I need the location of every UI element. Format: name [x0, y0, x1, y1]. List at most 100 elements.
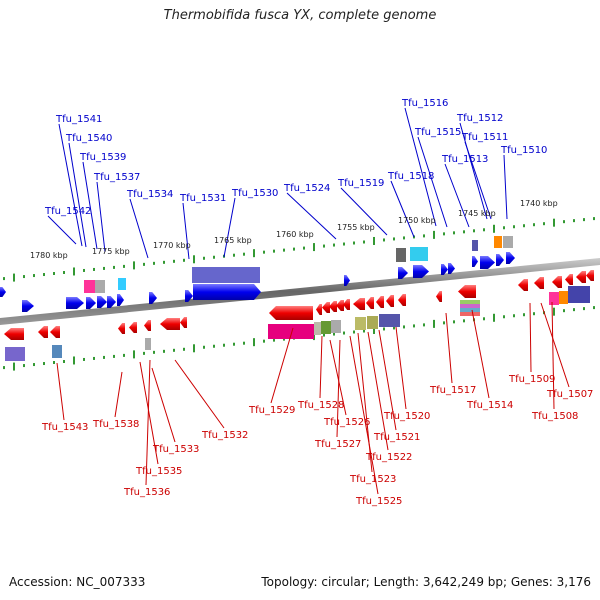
reverse-gene — [586, 270, 594, 281]
position-label: 1780 kbp — [30, 251, 68, 260]
position-label: 1745 kbp — [458, 209, 496, 218]
forward-gene-label[interactable]: Tfu_1539 — [79, 152, 126, 163]
forward-gene — [506, 252, 515, 264]
forward-gene — [107, 296, 116, 308]
position-label: 1760 kbp — [276, 230, 314, 239]
reverse-gene-label[interactable]: Tfu_1533 — [152, 444, 199, 455]
forward-gene-label[interactable]: Tfu_1537 — [93, 172, 140, 183]
reverse-gene-leader — [471, 309, 490, 399]
reverse-gene-label[interactable]: Tfu_1526 — [323, 417, 370, 428]
forward-gene-leader — [464, 141, 492, 220]
reverse-gene — [329, 301, 337, 312]
forward-gene-leader — [417, 136, 448, 228]
forward-gene — [185, 290, 193, 302]
reverse-gene-label[interactable]: Tfu_1532 — [201, 430, 248, 441]
reverse-gene-block — [549, 292, 559, 305]
reverse-gene-label[interactable]: Tfu_1514 — [466, 400, 513, 411]
forward-gene — [398, 267, 408, 279]
reverse-gene-leader — [319, 335, 323, 399]
forward-gene-label[interactable]: Tfu_1513 — [441, 154, 488, 165]
reverse-gene-block — [268, 324, 314, 339]
forward-gene-block — [95, 280, 105, 293]
forward-gene-label[interactable]: Tfu_1519 — [337, 178, 384, 189]
forward-gene-label[interactable]: Tfu_1524 — [283, 183, 330, 194]
reverse-gene — [534, 277, 544, 289]
forward-gene — [149, 292, 157, 304]
reverse-gene-label[interactable]: Tfu_1543 — [41, 422, 88, 433]
forward-gene — [480, 256, 495, 269]
reverse-gene-block — [321, 321, 331, 334]
reverse-gene-label[interactable]: Tfu_1528 — [297, 400, 344, 411]
reverse-gene — [518, 279, 528, 291]
reverse-gene-leader — [151, 367, 176, 443]
forward-gene-block — [494, 236, 502, 248]
reverse-gene-block — [559, 291, 568, 304]
reverse-gene — [386, 295, 394, 307]
forward-gene — [66, 297, 84, 309]
reverse-gene-leader — [357, 332, 373, 473]
forward-gene-block — [472, 240, 478, 251]
reverse-gene-leader — [56, 362, 65, 421]
position-label: 1775 kbp — [92, 247, 130, 256]
reverse-gene-leader — [367, 331, 389, 451]
forward-gene-label[interactable]: Tfu_1534 — [126, 189, 173, 200]
reverse-gene-label[interactable]: Tfu_1521 — [373, 432, 420, 443]
forward-gene — [117, 294, 124, 306]
forward-gene-block — [84, 280, 95, 293]
reverse-gene — [269, 306, 313, 320]
forward-gene — [441, 264, 448, 275]
reverse-gene-label[interactable]: Tfu_1520 — [383, 411, 430, 422]
forward-gene-leader — [182, 202, 190, 260]
forward-gene-block — [503, 236, 513, 248]
reverse-gene-label[interactable]: Tfu_1509 — [508, 374, 555, 385]
reverse-gene — [160, 318, 180, 330]
reverse-gene-leader — [349, 335, 379, 495]
position-label: 1740 kbp — [520, 199, 558, 208]
reverse-gene-label[interactable]: Tfu_1508 — [531, 411, 578, 422]
forward-gene-leader — [340, 187, 388, 236]
reverse-gene-label[interactable]: Tfu_1527 — [314, 439, 361, 450]
reverse-gene-block — [5, 347, 25, 361]
reverse-gene-block — [379, 314, 400, 327]
reverse-gene — [343, 299, 350, 310]
reverse-gene-label[interactable]: Tfu_1536 — [123, 487, 170, 498]
forward-gene-label[interactable]: Tfu_1530 — [231, 188, 278, 199]
forward-gene-leader — [47, 215, 77, 245]
topology-label: Topology: circular; Length: 3,642,249 bp… — [261, 575, 591, 589]
forward-gene — [86, 297, 96, 309]
position-label: 1770 kbp — [153, 241, 191, 250]
reverse-gene — [180, 317, 187, 328]
forward-gene-label[interactable]: Tfu_1518 — [387, 171, 434, 182]
reverse-gene — [336, 300, 344, 311]
reverse-gene — [129, 322, 137, 333]
genome-backbone — [0, 258, 600, 325]
reverse-gene-label[interactable]: Tfu_1535 — [135, 466, 182, 477]
forward-gene-label[interactable]: Tfu_1515 — [414, 127, 461, 138]
forward-gene-label[interactable]: Tfu_1510 — [500, 145, 547, 156]
forward-gene-label[interactable]: Tfu_1511 — [461, 132, 508, 143]
forward-gene-label[interactable]: Tfu_1541 — [55, 114, 102, 125]
reverse-gene-label[interactable]: Tfu_1523 — [349, 474, 396, 485]
reverse-gene-block — [460, 300, 480, 304]
reverse-gene-label[interactable]: Tfu_1517 — [429, 385, 476, 396]
forward-gene — [344, 275, 350, 286]
forward-gene-label[interactable]: Tfu_1512 — [456, 113, 503, 124]
reverse-gene-label[interactable]: Tfu_1525 — [355, 496, 402, 507]
reverse-gene-label[interactable]: Tfu_1522 — [365, 452, 412, 463]
forward-gene — [496, 254, 504, 266]
reverse-gene-label[interactable]: Tfu_1529 — [248, 405, 295, 416]
reverse-gene — [322, 302, 330, 313]
forward-gene-leader — [223, 197, 236, 258]
forward-gene-label[interactable]: Tfu_1516 — [401, 98, 448, 109]
forward-gene-large — [193, 284, 261, 300]
reverse-gene-label[interactable]: Tfu_1538 — [92, 419, 139, 430]
forward-gene-label[interactable]: Tfu_1540 — [65, 133, 112, 144]
reverse-gene-block — [52, 345, 62, 358]
forward-gene-label[interactable]: Tfu_1542 — [44, 206, 91, 217]
reverse-gene-leader — [378, 329, 397, 431]
forward-gene-label[interactable]: Tfu_1531 — [179, 193, 226, 204]
reverse-gene-label[interactable]: Tfu_1507 — [546, 389, 593, 400]
reverse-gene-leader — [139, 361, 159, 465]
forward-gene — [22, 300, 34, 312]
